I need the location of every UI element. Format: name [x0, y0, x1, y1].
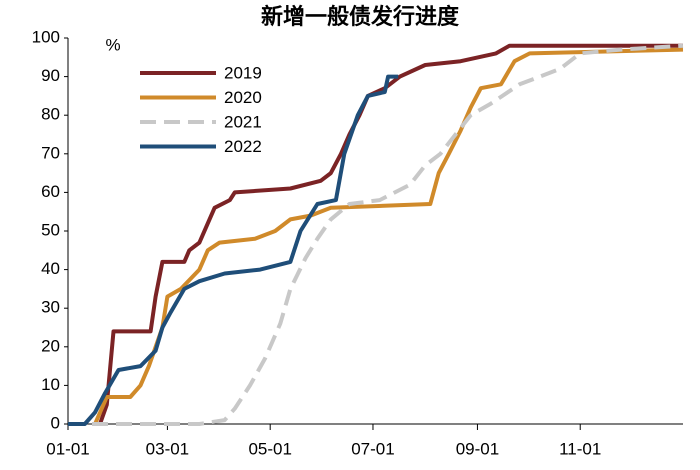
x-tick-label: 03-01 — [146, 439, 189, 458]
y-axis-unit: % — [105, 35, 120, 54]
y-tick-label: 70 — [41, 143, 60, 162]
series-line — [98, 43, 683, 425]
y-tick-label: 60 — [41, 182, 60, 201]
x-tick-label: 07-01 — [351, 439, 394, 458]
y-tick-label: 100 — [32, 27, 60, 46]
y-tick-label: 30 — [41, 298, 60, 317]
legend-label: 2020 — [224, 88, 262, 107]
y-tick-label: 40 — [41, 259, 60, 278]
x-tick-label: 09-01 — [456, 439, 499, 458]
y-tick-label: 90 — [41, 66, 60, 85]
y-tick-label: 50 — [41, 220, 60, 239]
y-tick-label: 80 — [41, 105, 60, 124]
y-tick-label: 0 — [51, 413, 60, 432]
x-tick-label: 01-01 — [46, 439, 89, 458]
x-tick-label: 05-01 — [248, 439, 291, 458]
series-line — [93, 47, 684, 425]
y-tick-label: 10 — [41, 375, 60, 394]
legend-label: 2022 — [224, 137, 262, 156]
chart-title: 新增一般债发行进度 — [261, 4, 460, 29]
legend-label: 2021 — [224, 112, 262, 131]
series-line — [68, 74, 399, 426]
x-tick-label: 11-01 — [559, 439, 601, 458]
y-tick-label: 20 — [41, 336, 60, 355]
legend-label: 2019 — [224, 63, 262, 82]
series-line — [68, 43, 684, 426]
